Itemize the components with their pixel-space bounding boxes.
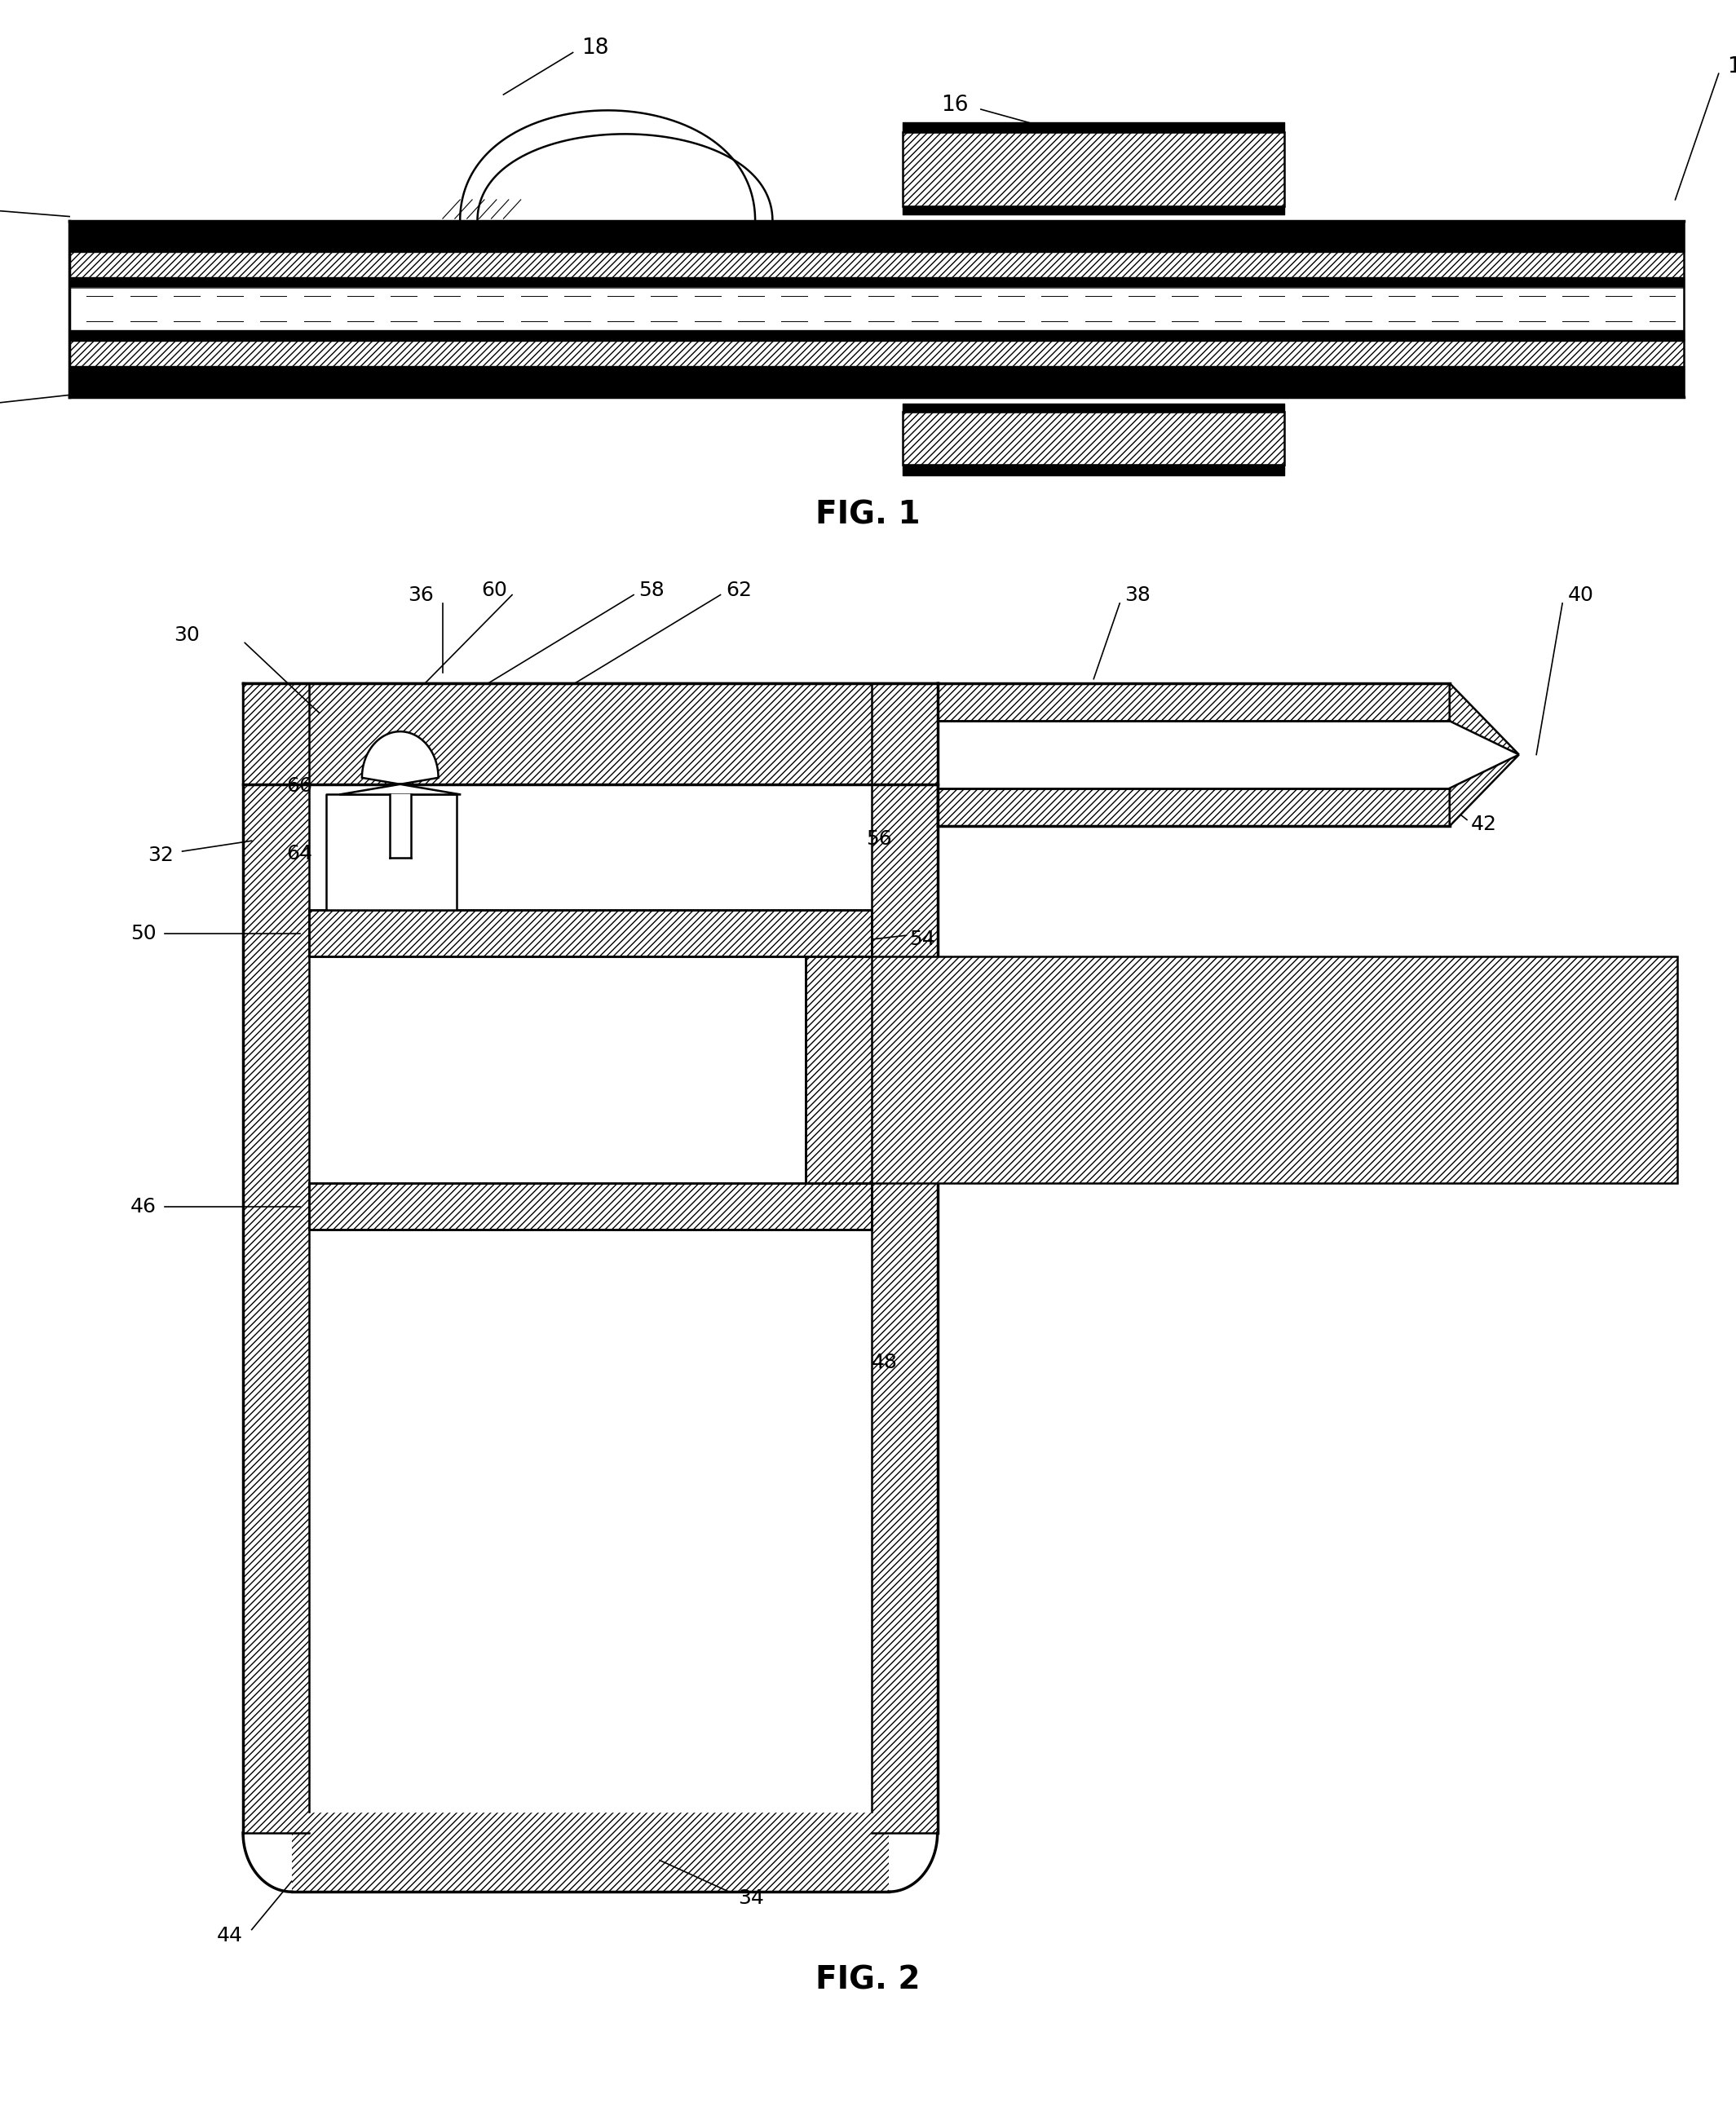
- Bar: [871, 683, 937, 1833]
- Text: 50: 50: [130, 923, 156, 944]
- Bar: [243, 683, 937, 784]
- Text: 54: 54: [910, 929, 936, 950]
- Bar: [309, 1183, 871, 1230]
- Text: 42: 42: [1470, 813, 1496, 834]
- Text: 24: 24: [1085, 452, 1113, 473]
- Bar: [903, 412, 1285, 465]
- Text: 62: 62: [726, 580, 752, 601]
- Text: 60: 60: [481, 580, 507, 601]
- Text: 52: 52: [910, 1118, 936, 1139]
- Bar: [69, 252, 1684, 277]
- Text: 44: 44: [217, 1925, 243, 1946]
- Bar: [903, 132, 1285, 206]
- Bar: [69, 341, 1684, 366]
- Bar: [243, 683, 871, 784]
- Text: FIG. 2: FIG. 2: [816, 1965, 920, 1995]
- Text: 20: 20: [142, 368, 170, 389]
- Bar: [806, 956, 1677, 1183]
- Text: 18: 18: [582, 38, 609, 59]
- Bar: [309, 910, 871, 956]
- Bar: [806, 956, 1677, 1183]
- Text: 58: 58: [639, 580, 665, 601]
- Bar: [871, 683, 937, 1833]
- Bar: [937, 683, 1450, 721]
- Bar: [309, 910, 871, 956]
- Bar: [937, 788, 1450, 826]
- Text: 64: 64: [286, 843, 312, 864]
- Bar: [243, 683, 937, 784]
- Bar: [937, 683, 1450, 721]
- Text: 16: 16: [941, 95, 969, 116]
- Bar: [903, 132, 1285, 206]
- Text: 40: 40: [1568, 584, 1594, 605]
- Text: 38: 38: [1125, 584, 1151, 605]
- Text: 46: 46: [130, 1196, 156, 1217]
- Bar: [243, 683, 871, 784]
- Text: 32: 32: [148, 845, 174, 866]
- Text: 12: 12: [1727, 57, 1736, 78]
- Bar: [69, 341, 1684, 366]
- Bar: [903, 412, 1285, 465]
- Bar: [292, 1812, 889, 1892]
- Text: 56: 56: [866, 828, 892, 849]
- Polygon shape: [1450, 683, 1519, 755]
- Text: 48: 48: [871, 1352, 898, 1373]
- Bar: [292, 1812, 889, 1892]
- Bar: [309, 1183, 871, 1230]
- Text: 36: 36: [408, 584, 434, 605]
- Text: 30: 30: [174, 624, 200, 645]
- Text: FIG. 1: FIG. 1: [816, 500, 920, 530]
- Text: 66: 66: [286, 776, 312, 797]
- Bar: [937, 788, 1450, 826]
- Polygon shape: [340, 731, 462, 795]
- Bar: [243, 683, 309, 1833]
- Text: 34: 34: [738, 1888, 764, 1909]
- Bar: [69, 252, 1684, 277]
- Bar: [243, 683, 309, 1833]
- Polygon shape: [1450, 755, 1519, 826]
